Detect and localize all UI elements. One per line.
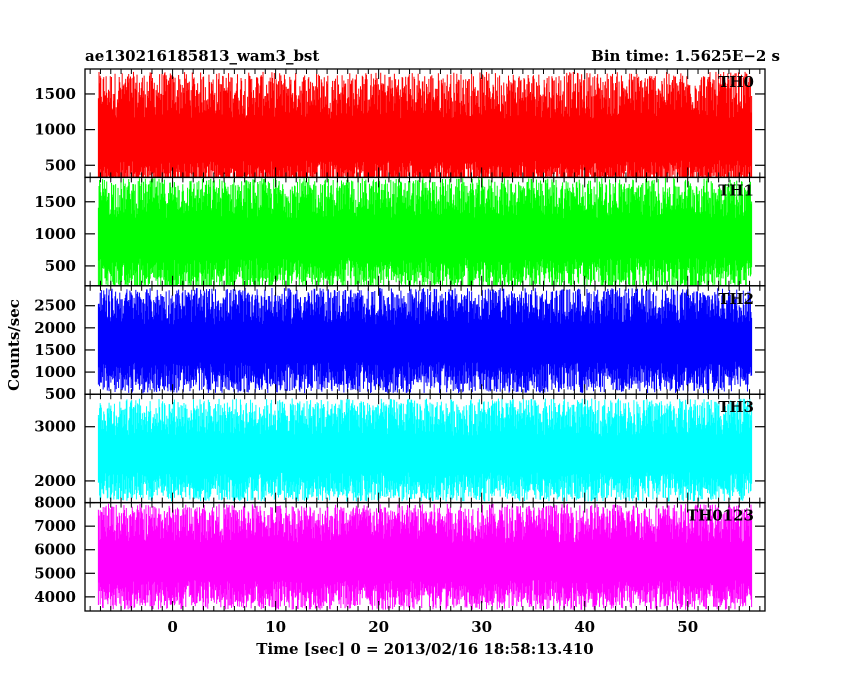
y-tick-label: 500: [45, 156, 76, 174]
y-tick-label: 2500: [34, 297, 76, 315]
y-tick-label: 1000: [34, 121, 76, 139]
x-tick-label: 30: [471, 618, 492, 636]
y-tick-label: 1500: [34, 341, 76, 359]
panel-label: TH3: [718, 398, 754, 416]
y-tick-label: 6000: [34, 541, 76, 559]
series-th0: [97, 71, 753, 178]
panel-label: TH1: [718, 181, 754, 199]
series-th2: [97, 288, 753, 394]
series-th0123: [97, 503, 753, 610]
y-tick-label: 2000: [34, 472, 76, 490]
y-tick-label: 8000: [34, 494, 76, 512]
x-tick-label: 20: [368, 618, 389, 636]
y-tick-label: 500: [45, 257, 76, 275]
panel-frame: [84, 501, 766, 612]
x-tick-label: 40: [574, 618, 595, 636]
panel-label: TH0: [718, 73, 754, 91]
y-tick-label: 4000: [34, 588, 76, 606]
series-th1: [97, 178, 753, 286]
y-tick-label: 5000: [34, 564, 76, 582]
x-axis-label: Time [sec] 0 = 2013/02/16 18:58:13.410: [256, 640, 593, 658]
panels-group: 50010001500TH050010001500TH1500100015002…: [34, 68, 766, 636]
bin-time-label: Bin time: 1.5625E−2 s: [591, 47, 780, 65]
y-axis-label: Counts/sec: [5, 299, 23, 391]
y-tick-label: 7000: [34, 517, 76, 535]
y-tick-label: 3000: [34, 418, 76, 436]
y-tick-label: 1000: [34, 225, 76, 243]
y-tick-label: 1000: [34, 363, 76, 381]
x-tick-label: 10: [265, 618, 286, 636]
y-tick-label: 500: [45, 385, 76, 403]
x-tick-label: 50: [677, 618, 698, 636]
y-tick-label: 2000: [34, 319, 76, 337]
chart-title: ae130216185813_wam3_bst: [85, 47, 319, 65]
panel-label: TH2: [718, 290, 754, 308]
series-th3: [97, 398, 753, 502]
y-tick-label: 1500: [34, 193, 76, 211]
panel-label: TH0123: [687, 507, 754, 525]
x-tick-label: 0: [167, 618, 177, 636]
y-tick-label: 1500: [34, 85, 76, 103]
